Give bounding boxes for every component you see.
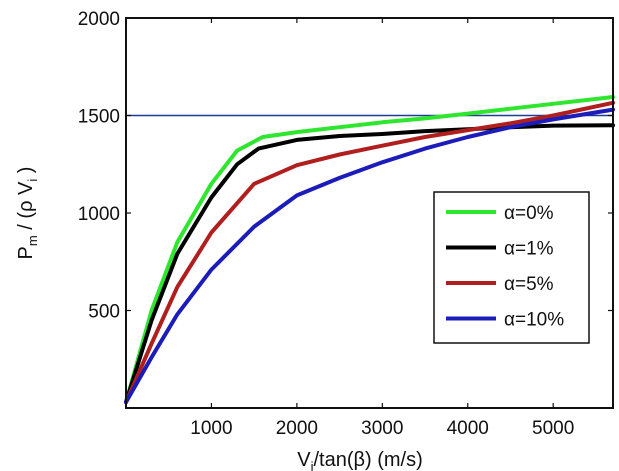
series-line: [124, 107, 615, 405]
x-tick-label: 3000: [361, 418, 403, 439]
x-axis-label-main: V: [297, 449, 311, 471]
x-tick-label: 5000: [532, 418, 574, 439]
series-line: [124, 95, 615, 405]
legend-label: α=10%: [504, 310, 564, 331]
y-axis-label-subscript-i: i: [25, 179, 40, 182]
x-axis-label-subscript: i: [311, 459, 314, 471]
x-axis-label: Vi/tan(β) (m/s): [297, 449, 423, 471]
series-line: [124, 100, 615, 405]
y-tick-label: 500: [88, 302, 120, 323]
x-axis-label-rest: /tan(β) (m/s): [313, 449, 422, 471]
y-axis-ticks: 500 1000 1500 2000: [78, 9, 613, 323]
y-axis-label-main: P: [15, 246, 37, 259]
x-tick-label: 4000: [447, 418, 489, 439]
x-tick-label: 1000: [190, 418, 232, 439]
y-axis-label: Pm / (ρ Vi ): [15, 167, 40, 260]
y-axis-label-subscript-m: m: [25, 235, 40, 246]
y-tick-label: 1500: [78, 107, 120, 128]
x-axis-ticks: 1000 2000 3000 4000 5000: [190, 18, 574, 439]
y-axis-label-end: ): [15, 167, 37, 179]
series-group: [124, 95, 615, 405]
y-tick-label: 1000: [78, 204, 120, 225]
legend-label: α=1%: [504, 239, 554, 260]
legend-label: α=0%: [504, 203, 554, 224]
y-tick-label: 2000: [78, 9, 120, 30]
legend-label: α=5%: [504, 274, 554, 295]
x-tick-label: 2000: [276, 418, 318, 439]
legend: α=0% α=1% α=5% α=10%: [433, 191, 590, 344]
y-axis-label-middle: / (ρ V: [15, 181, 37, 235]
